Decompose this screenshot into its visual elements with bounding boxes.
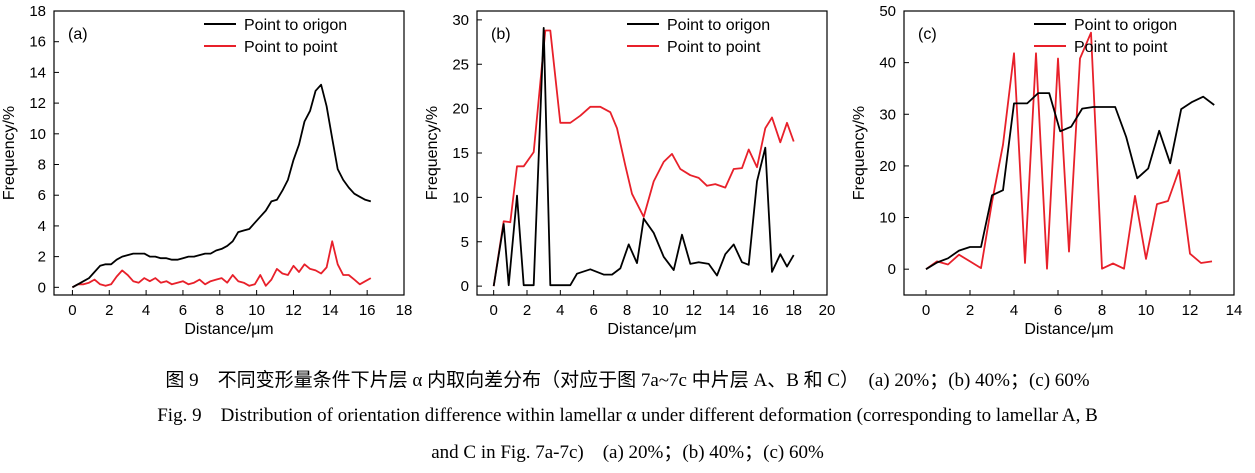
chart-b-y-tick-label: 25	[452, 56, 469, 73]
chart-c-y-tick-label: 20	[879, 158, 896, 175]
chart-c-series-point-to-origon-line	[925, 92, 1215, 270]
figure-charts: 0 2 4 6 8 10 12 14 16 18 0 2 4 6 8 10 12 14 16 18 Distance/μ…	[1, 3, 1242, 338]
chart-b-legend-label: Point to point	[667, 39, 761, 56]
chart-a-series-point-to-point-line	[71, 240, 372, 289]
chart-b-legend-label: Point to origon	[667, 17, 770, 34]
chart-a-x-tick-label: 14	[322, 302, 339, 319]
chart-a-x-tick-label: 6	[179, 302, 187, 319]
chart-a-x-tick-label: 18	[396, 302, 413, 319]
chart-a-y-tick-label: 4	[38, 218, 46, 235]
chart-c-x-axis-label: Distance/μm	[1024, 321, 1113, 338]
chart-c-x-tick-label: 4	[1010, 302, 1018, 319]
chart-a-x-axis-label: Distance/μm	[184, 321, 273, 338]
chart-a-x-tick-label: 0	[68, 302, 76, 319]
chart-a-y-tick-label: 16	[29, 34, 46, 51]
chart-a-y-tick-label: 12	[29, 95, 46, 112]
chart-a-y-tick-label: 0	[38, 279, 46, 296]
chart-c-x-tick-label: 14	[1226, 302, 1243, 319]
figure-caption-english-line2: and C in Fig. 7a-7c) (a) 20%；(b) 40%；(c)…	[431, 442, 824, 463]
chart-a-x-tick-label: 8	[216, 302, 224, 319]
figure-caption-chinese: 图 9 不同变形量条件下片层 α 内取向差分布（对应于图 7a~7c 中片层 A…	[165, 370, 1090, 391]
chart-b-x-tick-label: 20	[819, 302, 836, 319]
chart-c-x-tick-label: 12	[1182, 302, 1199, 319]
chart-a-y-tick-label: 14	[29, 64, 46, 81]
chart-c-x-tick-label: 2	[966, 302, 974, 319]
chart-c-series-point-to-point-line	[925, 31, 1213, 270]
chart-b-y-tick-label: 5	[461, 234, 469, 251]
chart-a-y-tick-label: 18	[29, 3, 46, 20]
chart-a-legend-label: Point to point	[244, 39, 338, 56]
figure-caption-english-line1: Fig. 9 Distribution of orientation diffe…	[157, 405, 1098, 426]
chart-panel-b: 0 2 4 6 8 10 12 14 16 18 20 0 5 10 15 20 25 30 Distance/μm…	[424, 10, 836, 338]
chart-b-x-tick-label: 6	[589, 302, 597, 319]
chart-b-x-tick-label: 12	[685, 302, 702, 319]
chart-c-legend-label: Point to point	[1074, 39, 1168, 56]
chart-c-plot-frame	[903, 10, 1235, 296]
chart-c-y-axis-label: Frequency/%	[851, 106, 868, 200]
chart-c-y-tick-label: 30	[879, 106, 896, 123]
chart-b-x-tick-label: 8	[623, 302, 631, 319]
chart-panel-c: 0 2 4 6 8 10 12 14 0 10 20 30 40 50 Distance/μm Frequen…	[851, 3, 1242, 338]
chart-a-legend-label: Point to origon	[244, 17, 347, 34]
chart-c-y-tick-label: 40	[879, 55, 896, 72]
chart-b-plot-frame	[476, 10, 828, 296]
chart-c-x-tick-label: 10	[1138, 302, 1155, 319]
chart-a-x-tick-label: 16	[359, 302, 376, 319]
chart-a-x-tick-label: 4	[142, 302, 150, 319]
chart-b-y-tick-label: 30	[452, 12, 469, 29]
chart-panel-a: 0 2 4 6 8 10 12 14 16 18 0 2 4 6 8 10 12 14 16 18 Distance/μ…	[1, 3, 412, 338]
chart-c-legend-label: Point to origon	[1074, 17, 1177, 34]
chart-c-x-tick-label: 0	[922, 302, 930, 319]
chart-b-x-tick-label: 16	[752, 302, 769, 319]
chart-b-y-tick-label: 0	[461, 278, 469, 295]
chart-a-x-tick-label: 12	[285, 302, 302, 319]
chart-a-y-tick-label: 10	[29, 126, 46, 143]
chart-b-x-tick-label: 0	[489, 302, 497, 319]
chart-a-plot-frame	[53, 10, 405, 296]
chart-b-x-axis-label: Distance/μm	[607, 321, 696, 338]
chart-b-y-tick-label: 20	[452, 101, 469, 118]
chart-a-y-axis-label: Frequency/%	[1, 106, 18, 200]
chart-c-panel-label: (c)	[918, 26, 937, 43]
chart-b-x-tick-label: 10	[652, 302, 669, 319]
chart-b-x-tick-label: 4	[556, 302, 564, 319]
chart-c-x-tick-label: 8	[1098, 302, 1106, 319]
chart-b-y-tick-label: 10	[452, 189, 469, 206]
chart-b-panel-label: (b)	[491, 26, 511, 43]
chart-b-y-tick-label: 15	[452, 145, 469, 162]
chart-a-x-tick-label: 10	[248, 302, 265, 319]
chart-b-series-point-to-origon-line	[492, 26, 795, 287]
chart-b-x-tick-label: 2	[523, 302, 531, 319]
chart-a-series-point-to-origon-line	[71, 83, 372, 289]
chart-a-panel-label: (a)	[68, 26, 88, 43]
chart-b-x-tick-label: 18	[785, 302, 802, 319]
chart-a-y-tick-label: 8	[38, 157, 46, 174]
chart-a-x-tick-label: 2	[105, 302, 113, 319]
chart-a-y-tick-label: 6	[38, 187, 46, 204]
chart-c-y-tick-label: 10	[879, 210, 896, 227]
chart-a-y-tick-label: 2	[38, 249, 46, 266]
chart-b-x-tick-label: 14	[719, 302, 736, 319]
chart-c-y-tick-label: 0	[888, 261, 896, 278]
chart-b-y-axis-label: Frequency/%	[424, 106, 441, 200]
chart-c-x-tick-label: 6	[1054, 302, 1062, 319]
chart-c-y-tick-label: 50	[879, 3, 896, 20]
